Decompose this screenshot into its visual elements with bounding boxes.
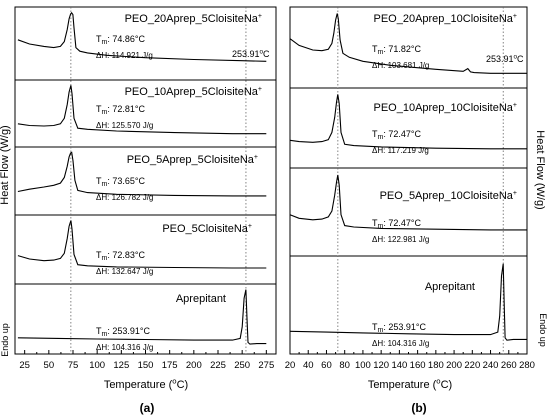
series-name: PEO_10Aprep_5CloisiteNa+ [125, 86, 262, 98]
series-line [289, 263, 527, 341]
x-tick-label: 250 [234, 360, 250, 371]
x-tick-label: 60 [321, 360, 332, 371]
series-line [17, 85, 267, 135]
series-line [17, 11, 267, 62]
x-tick-label: 140 [391, 360, 407, 371]
reference-temperature-label: 253.91oC [486, 53, 524, 64]
enthalpy-value: ΔH: 103.681 J/g [372, 61, 429, 70]
x-axis-label: Temperature (oC) [104, 377, 188, 391]
enthalpy-value: ΔH: 122.981 J/g [372, 235, 429, 244]
melting-temperature: Tm: 253.91°C [372, 322, 426, 334]
panel-b-label: (b) [411, 401, 426, 415]
series-name: PEO_5Aprep_10CloisiteNa+ [380, 190, 517, 202]
enthalpy-value: ΔH: 126.782 J/g [96, 193, 153, 202]
melting-temperature: Tm: 253.91°C [96, 326, 150, 338]
series-line [17, 289, 267, 345]
x-tick-label: 200 [186, 360, 202, 371]
melting-temperature: Tm: 72.83°C [96, 250, 145, 262]
series-line [17, 220, 267, 269]
series-name: PEO_20Aprep_10CloisiteNa+ [373, 13, 517, 25]
enthalpy-value: ΔH: 117.219 J/g [372, 146, 429, 155]
x-tick-label: 175 [162, 360, 178, 371]
series-line [289, 174, 527, 231]
x-tick-label: 80 [339, 360, 350, 371]
reference-temperature-label: 253.91oC [232, 48, 270, 59]
x-tick-label: 225 [210, 360, 226, 371]
series-name: Aprepitant [425, 281, 475, 293]
x-tick-label: 180 [428, 360, 444, 371]
x-tick-label: 25 [19, 360, 30, 371]
panel-b: 20 40 60 80 100 120 140 160 180 200 220 240 260 280 Te… [285, 6, 548, 391]
x-tick-label: 160 [410, 360, 426, 371]
x-tick-label: 20 [285, 360, 296, 371]
x-tick-label: 100 [355, 360, 371, 371]
enthalpy-value: ΔH: 104.316 J/g [372, 339, 429, 348]
series-line [17, 151, 267, 197]
x-axis-label: Temperature (oC) [368, 377, 452, 391]
x-tick-label: 260 [501, 360, 517, 371]
series-name: PEO_5Aprep_5CloisiteNa+ [127, 154, 258, 166]
enthalpy-value: ΔH: 132.647 J/g [96, 267, 153, 276]
x-tick-label: 125 [113, 360, 129, 371]
series-line [289, 13, 527, 74]
melting-temperature: Tm: 72.47°C [372, 218, 421, 230]
x-tick-label: 50 [44, 360, 55, 371]
enthalpy-value: ΔH: 114.921 J/g [96, 51, 153, 60]
series-name: PEO_5CloisiteNa+ [162, 223, 252, 235]
x-tick-label: 120 [373, 360, 389, 371]
x-tick-label: 220 [464, 360, 480, 371]
enthalpy-value: ΔH: 104.316 J/g [96, 343, 153, 352]
y-axis-label: Heat Flow (W/g) [0, 125, 11, 204]
series-name: PEO_10Aprep_10CloisiteNa+ [373, 102, 517, 114]
melting-temperature: Tm: 74.86°C [96, 34, 145, 46]
x-tick-label: 150 [138, 360, 154, 371]
series-name: PEO_20Aprep_5CloisiteNa+ [125, 13, 262, 25]
y-axis-label: Heat Flow (W/g) [534, 130, 546, 209]
melting-temperature: Tm: 72.81°C [96, 104, 145, 116]
melting-temperature: Tm: 71.82°C [372, 44, 421, 56]
melting-temperature: Tm: 73.65°C [96, 176, 145, 188]
endo-up-label: Endo up [0, 323, 10, 357]
series-line [289, 94, 527, 150]
x-tick-label: 200 [446, 360, 462, 371]
series-name: Aprepitant [176, 293, 226, 305]
melting-temperature: Tm: 72.47°C [372, 129, 421, 141]
x-tick-label: 40 [303, 360, 314, 371]
endo-up-label: Endo up [538, 313, 548, 347]
x-tick-label: 275 [258, 360, 274, 371]
x-tick-label: 75 [68, 360, 79, 371]
x-tick-label: 240 [483, 360, 499, 371]
panel-a: 25 50 75 100 125 150 175 200 225 250 275 Temperatur… [0, 6, 277, 391]
x-tick-label: 280 [519, 360, 535, 371]
enthalpy-value: ΔH: 125.570 J/g [96, 121, 153, 130]
panel-a-label: (a) [140, 401, 155, 415]
x-tick-label: 100 [89, 360, 105, 371]
